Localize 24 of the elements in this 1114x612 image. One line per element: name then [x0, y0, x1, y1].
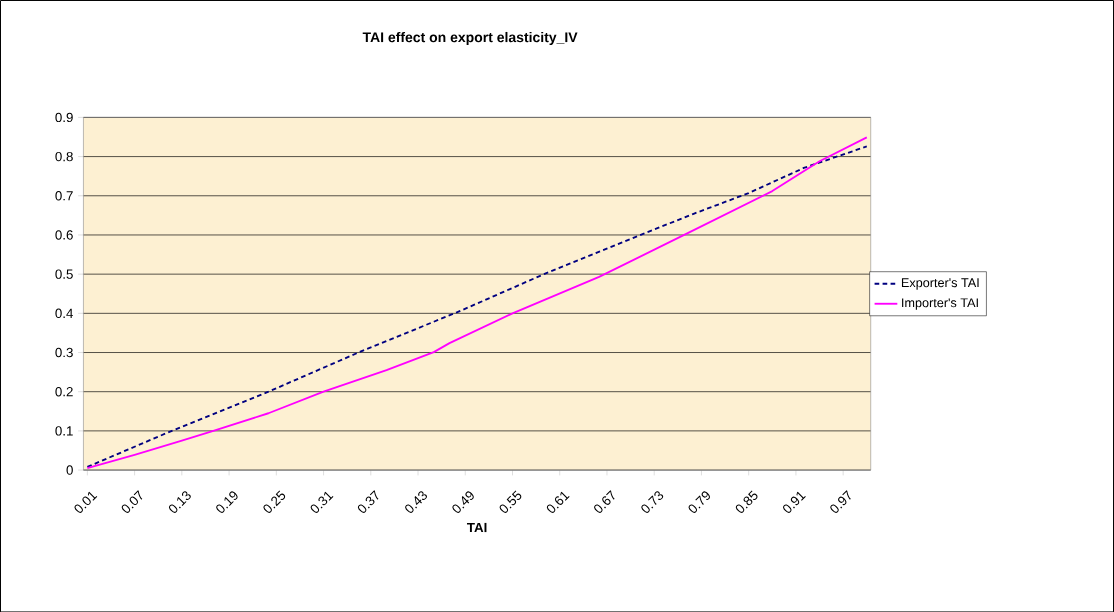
x-tick-label: 0.19 — [216, 491, 238, 513]
y-tick-label: 0.3 — [55, 347, 73, 358]
y-tick-label: 0.5 — [55, 269, 73, 279]
x-tick-label: 0.13 — [168, 490, 191, 513]
x-tick-label: 0.49 — [452, 491, 474, 513]
y-tick-label: 0.8 — [55, 151, 73, 162]
legend-label: Exporter's TAI — [901, 278, 979, 290]
y-tick-label: 0.1 — [55, 425, 73, 436]
y-tick-label: 0.6 — [55, 230, 73, 240]
chart-title: TAI effect on export elasticity_IV — [362, 31, 578, 45]
x-tick-label: 0.73 — [641, 490, 664, 513]
y-tick-label: 0.2 — [55, 386, 73, 397]
y-tick-label: 0.9 — [55, 112, 73, 122]
y-tick-label: 0.4 — [55, 308, 74, 318]
legend-label: Importer's TAI — [902, 298, 978, 310]
y-tick-label: 0.7 — [55, 190, 73, 201]
y-tick-label: 0 — [66, 465, 73, 475]
x-axis-title: TAI — [466, 522, 487, 532]
x-tick-label: 0.91 — [783, 491, 806, 513]
x-tick-label: 0.01 — [74, 491, 98, 513]
x-tick-label: 0.31 — [310, 491, 334, 513]
x-tick-label: 0.79 — [688, 491, 710, 513]
x-tick-label: 0.43 — [405, 490, 427, 513]
x-tick-label: 0.61 — [546, 491, 570, 513]
